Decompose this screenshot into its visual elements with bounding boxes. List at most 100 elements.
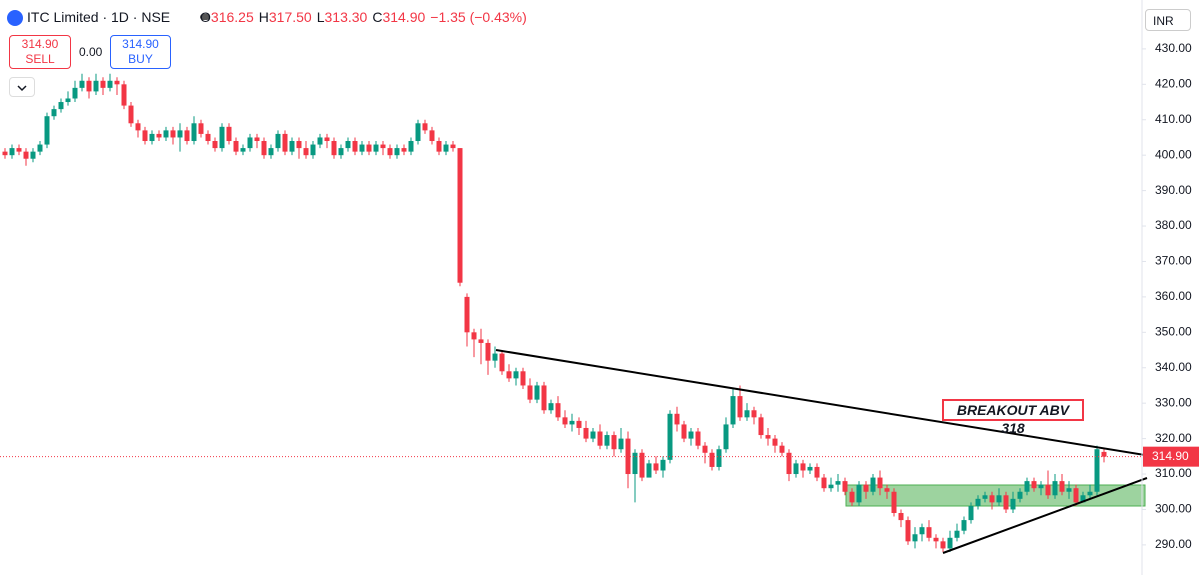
- candle-body: [1024, 481, 1030, 492]
- candle-body: [1059, 481, 1065, 492]
- o-key: O: [200, 9, 211, 25]
- candle-body: [226, 126, 232, 142]
- trendline-lower: [942, 477, 1148, 554]
- candle-body: [1066, 488, 1072, 492]
- c-key: C: [372, 9, 383, 25]
- candle-body: [317, 137, 323, 145]
- candle-body: [807, 466, 813, 471]
- header: ITC Limited · 1D · NSE O316.25 H317.50 L31…: [27, 9, 532, 25]
- candle-body: [205, 133, 211, 142]
- sell-button[interactable]: 314.90 SELL: [9, 35, 71, 69]
- candle-body: [814, 466, 820, 478]
- candle-body: [247, 137, 253, 149]
- candle-body: [380, 144, 386, 149]
- candle-body: [842, 481, 848, 492]
- candle-body: [646, 463, 652, 478]
- candle-body: [688, 431, 694, 439]
- candle-body: [1073, 488, 1079, 503]
- candle-body: [1087, 491, 1093, 496]
- candle-body: [1094, 449, 1100, 492]
- candle-body: [394, 148, 400, 156]
- candle-body: [968, 505, 974, 521]
- candle-body: [744, 410, 750, 418]
- h-key: H: [258, 9, 269, 25]
- y-tick-label: 400.00: [1155, 147, 1192, 161]
- candle-body: [800, 463, 806, 471]
- currency-button[interactable]: INR: [1145, 9, 1191, 31]
- candle-body: [912, 534, 918, 542]
- candle-body: [905, 520, 911, 542]
- candle-body: [2, 151, 8, 156]
- sell-label: SELL: [25, 52, 55, 66]
- candle-body: [793, 463, 799, 475]
- buy-button[interactable]: 314.90 BUY: [110, 35, 171, 69]
- candle-body: [100, 80, 106, 88]
- candle-body: [1101, 451, 1107, 457]
- candle-body: [576, 420, 582, 428]
- candle-body: [1052, 481, 1058, 496]
- candle-body: [142, 130, 148, 142]
- candle-body: [779, 445, 785, 453]
- candle-body: [1045, 484, 1051, 496]
- candle-body: [548, 403, 554, 411]
- candle-body: [191, 123, 197, 142]
- last-price-label: 314.90: [1152, 449, 1189, 463]
- candle-body: [506, 371, 512, 379]
- candle-body: [723, 424, 729, 450]
- candle-body: [562, 417, 568, 425]
- open-value: 316.25: [210, 9, 254, 25]
- y-tick-label: 320.00: [1155, 431, 1192, 445]
- y-tick-label: 430.00: [1155, 41, 1192, 55]
- candle-body: [772, 438, 778, 446]
- candle-body: [856, 484, 862, 503]
- candle-body: [996, 495, 1002, 503]
- candle-body: [1010, 498, 1016, 510]
- candle-body: [331, 141, 337, 156]
- candle-body: [373, 144, 379, 152]
- candle-body: [219, 126, 225, 149]
- candle-body: [898, 513, 904, 521]
- candle-body: [149, 133, 155, 142]
- y-tick-label: 290.00: [1155, 537, 1192, 551]
- candle-body: [702, 445, 708, 453]
- candle-body: [751, 410, 757, 418]
- candle-body: [1038, 484, 1044, 489]
- candle-body: [933, 537, 939, 542]
- candle-body: [1003, 495, 1009, 510]
- candle-body: [170, 130, 176, 138]
- close-value: 314.90: [382, 9, 426, 25]
- y-tick-label: 420.00: [1155, 76, 1192, 90]
- candle-body: [464, 296, 470, 333]
- candle-body: [695, 431, 701, 446]
- candle-body: [821, 477, 827, 489]
- candle-body: [422, 123, 428, 131]
- symbol-icon: [7, 10, 23, 26]
- candle-body: [989, 495, 995, 503]
- candle-body: [786, 452, 792, 475]
- candle-body: [541, 385, 547, 411]
- candle-body: [254, 137, 260, 142]
- dropdown-button[interactable]: [9, 77, 35, 97]
- candle-body: [44, 116, 50, 145]
- candle-body: [345, 141, 351, 149]
- candle-body: [289, 141, 295, 152]
- candle-body: [107, 80, 113, 88]
- l-key: L: [316, 9, 325, 25]
- candle-body: [639, 452, 645, 478]
- candle-body: [527, 385, 533, 400]
- buy-price: 314.90: [122, 37, 159, 51]
- candle-body: [121, 84, 127, 106]
- y-tick-label: 340.00: [1155, 360, 1192, 374]
- candle-body: [233, 141, 239, 152]
- y-tick-label: 310.00: [1155, 466, 1192, 480]
- candle-body: [296, 141, 302, 149]
- candle-body: [338, 148, 344, 156]
- candle-body: [37, 144, 43, 152]
- candle-body: [359, 144, 365, 152]
- candle-body: [730, 396, 736, 425]
- candle-body: [86, 80, 92, 92]
- candle-body: [415, 123, 421, 142]
- candle-body: [478, 339, 484, 343]
- candle-body: [765, 435, 771, 439]
